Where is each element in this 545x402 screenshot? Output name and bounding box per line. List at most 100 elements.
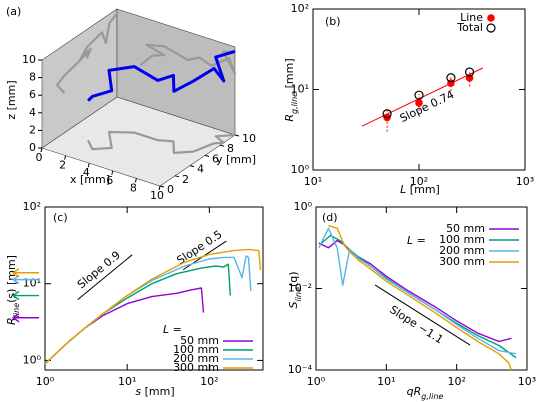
x-tick [64,155,67,160]
y-tick-label: 10¹ [291,83,309,96]
data-line [318,239,512,343]
y-tick [159,185,165,188]
legend-label: 200 mm [173,352,219,365]
y-tick-label: 10⁰ [23,353,42,366]
legend-label: 300 mm [173,361,219,374]
label-part: [mm] [141,385,175,398]
label-part: = [413,234,426,247]
slope-line [374,284,471,346]
legend-title: L = [163,323,182,336]
y-tick-label: 4 [197,163,204,176]
y-tick-label: 10¹ [23,277,41,290]
data-point [446,73,456,83]
y-tick-label: 10⁻² [288,282,312,295]
label-part: line [294,287,303,302]
label-part: [mm] [283,58,296,92]
y-tick-label: 10⁰ [294,200,313,213]
level-arrow [11,268,39,278]
y-tick-label: 8 [227,142,234,155]
plot-frame [44,206,264,371]
x-tick-label: 10¹ [304,175,322,188]
legend-label: Total [456,21,483,34]
label-part: (q) [287,272,300,288]
panel-label: (b) [325,15,341,28]
label-part: L [407,234,413,247]
label-part: qR [407,385,422,398]
legend-label: 50 mm [180,334,219,347]
label-part: (s) [mm] [5,255,18,303]
slope-label: Slope 0.74 [398,88,456,125]
legend-marker [487,14,495,22]
legend-label: 100 mm [439,233,485,246]
y-tick-label: 10⁻⁴ [288,363,313,376]
x-tick-label: 10¹ [377,375,395,388]
slope-label: Slope −1.1 [387,303,445,346]
legend-label: Line [460,11,483,24]
shadow-back [139,43,237,75]
y-tick [234,134,240,137]
legend-marker [486,23,496,33]
label-part: line [12,303,21,318]
z-tick-label: 10 [22,53,36,66]
y-tick [219,144,225,147]
label-part: g,line [290,92,299,114]
legend-title: L = [407,234,426,247]
level-arrow [11,291,39,301]
y-tick-label: 10⁰ [291,163,310,176]
legend-label: 50 mm [446,222,485,235]
data-point [465,74,474,82]
label-part: = [169,323,182,336]
legend-label: 100 mm [173,343,219,356]
data-point [414,90,424,100]
x-tick-label: 10¹ [118,375,136,388]
shadow-floor [87,130,236,154]
y-tick-label: 10² [23,200,41,213]
x-axis-label: x [mm] [70,173,110,186]
data-point [464,67,475,77]
x-tick-label: 10² [410,175,428,188]
legend-label: 200 mm [439,244,485,257]
x-tick [111,170,114,175]
y-tick-label: 2 [182,173,189,186]
x-tick-label: 0 [36,151,43,164]
y-axis-label: y [mm] [216,153,256,166]
x-axis-label: qRg,line [407,385,444,401]
plot-frame [315,206,528,371]
z-tick-label: 8 [29,71,36,84]
x-tick [40,147,43,153]
data-line [44,248,262,365]
y-tick-label: 0 [167,183,174,196]
panel-label: (c) [53,211,68,224]
shadow-left [55,12,118,94]
z-tick-label: 0 [29,141,36,154]
trajectory [87,49,236,102]
legend-label: 300 mm [439,255,485,268]
x-axis-label: L [mm] [400,183,440,196]
label-part: g,line [421,392,443,401]
data-line [44,255,252,365]
label-part: S [287,302,300,309]
back-wall [116,8,236,136]
level-arrow [11,275,39,285]
x-tick-label: 10³ [518,375,536,388]
y-tick [174,175,180,178]
x-tick-label: 10⁰ [307,375,326,388]
panel-label: (d) [322,211,338,224]
x-tick [158,185,161,191]
data-line [328,224,513,371]
slope-line [77,254,133,301]
x-tick-label: 10 [150,189,164,202]
x-axis-label: s [mm] [135,385,174,398]
x-tick-label: 2 [59,159,66,172]
label-part: L [163,323,169,336]
y-axis-label: Rg,line [mm] [283,58,299,121]
z-tick-label: 4 [29,106,36,119]
plot-frame [312,8,526,171]
data-point [382,109,392,119]
y-tick-label: 6 [212,152,219,165]
x-tick-label: 6 [106,174,113,187]
slope-label: Slope 0.9 [75,249,123,292]
label-part: s [135,385,141,398]
y-tick-label: 10² [291,2,309,15]
